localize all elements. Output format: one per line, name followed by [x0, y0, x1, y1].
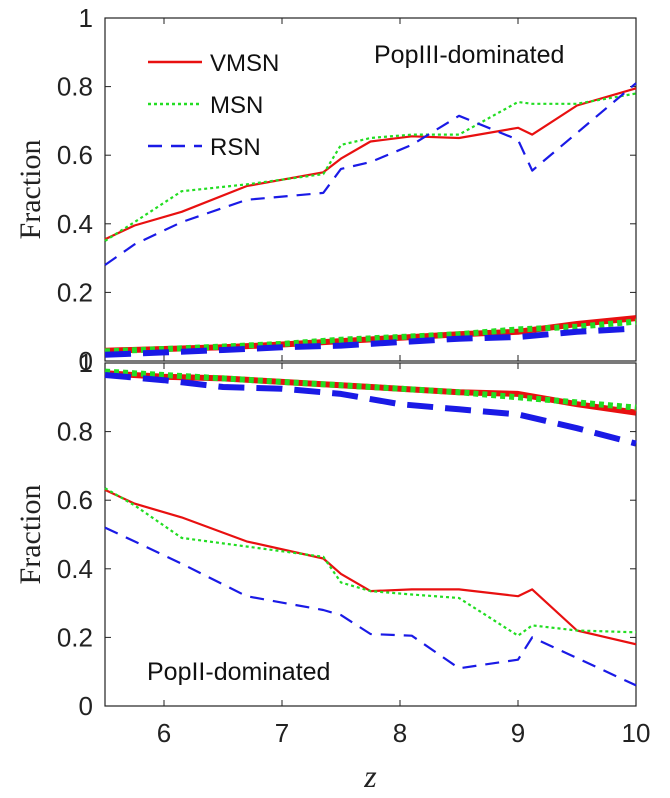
y-tick-label: 1	[79, 3, 93, 33]
series-vmsn-thin	[104, 488, 637, 646]
series-rsn-thin	[104, 526, 637, 687]
y-tick-label: 0.2	[57, 277, 93, 307]
legend-label-msn: MSN	[210, 92, 263, 119]
series-vmsn-thick	[104, 315, 637, 354]
series-rsn-thick	[104, 325, 637, 358]
series-rsn-thick	[104, 372, 637, 447]
panel-top: 0 0.2 0.4 0.6 0.8 1 Fraction PopIII-dominated VM…	[14, 3, 637, 376]
series-msn-thick	[104, 368, 637, 411]
y-axis-label: Fraction	[14, 140, 47, 240]
x-tick-label: 9	[511, 718, 525, 748]
y-axis-label: Fraction	[14, 485, 47, 585]
panel-annotation: PopIII-dominated	[374, 41, 564, 69]
series-msn-thin	[104, 487, 637, 637]
y-tick-label: 0.6	[57, 485, 93, 515]
y-tick-label: 1	[79, 348, 93, 378]
y-tick-label: 0	[79, 346, 93, 376]
x-tick-label: 7	[275, 718, 289, 748]
x-tick-label: 10	[622, 718, 651, 748]
legend: VMSN MSN RSN	[148, 50, 279, 161]
series-vmsn-thick	[104, 370, 637, 416]
panel-bottom: 0 0.2 0.4 0.6 0.8 1 6 7 8 9 10 Fraction z PopII-domin…	[14, 348, 650, 794]
y-tick-label: 0.2	[57, 622, 93, 652]
plot-frame	[104, 362, 637, 707]
x-tick-label: 6	[157, 718, 171, 748]
y-tick-label: 0.8	[57, 72, 93, 102]
x-axis-label: z	[363, 758, 377, 794]
y-tick-label: 0.8	[57, 417, 93, 447]
series-rsn-thin	[104, 82, 637, 266]
y-tick-label: 0.4	[57, 554, 93, 584]
series-vmsn-thin	[104, 87, 637, 241]
plot-frame	[104, 17, 637, 362]
legend-label-rsn: RSN	[210, 134, 261, 161]
y-tick-label: 0.4	[57, 209, 93, 239]
y-tick-label: 0.6	[57, 140, 93, 170]
series-msn-thin	[104, 92, 637, 242]
y-tick-label: 0	[79, 691, 93, 721]
x-tick-label: 8	[393, 718, 407, 748]
legend-label-vmsn: VMSN	[210, 50, 279, 77]
series-msn-thick	[104, 318, 637, 355]
panel-annotation: PopII-dominated	[147, 658, 330, 686]
